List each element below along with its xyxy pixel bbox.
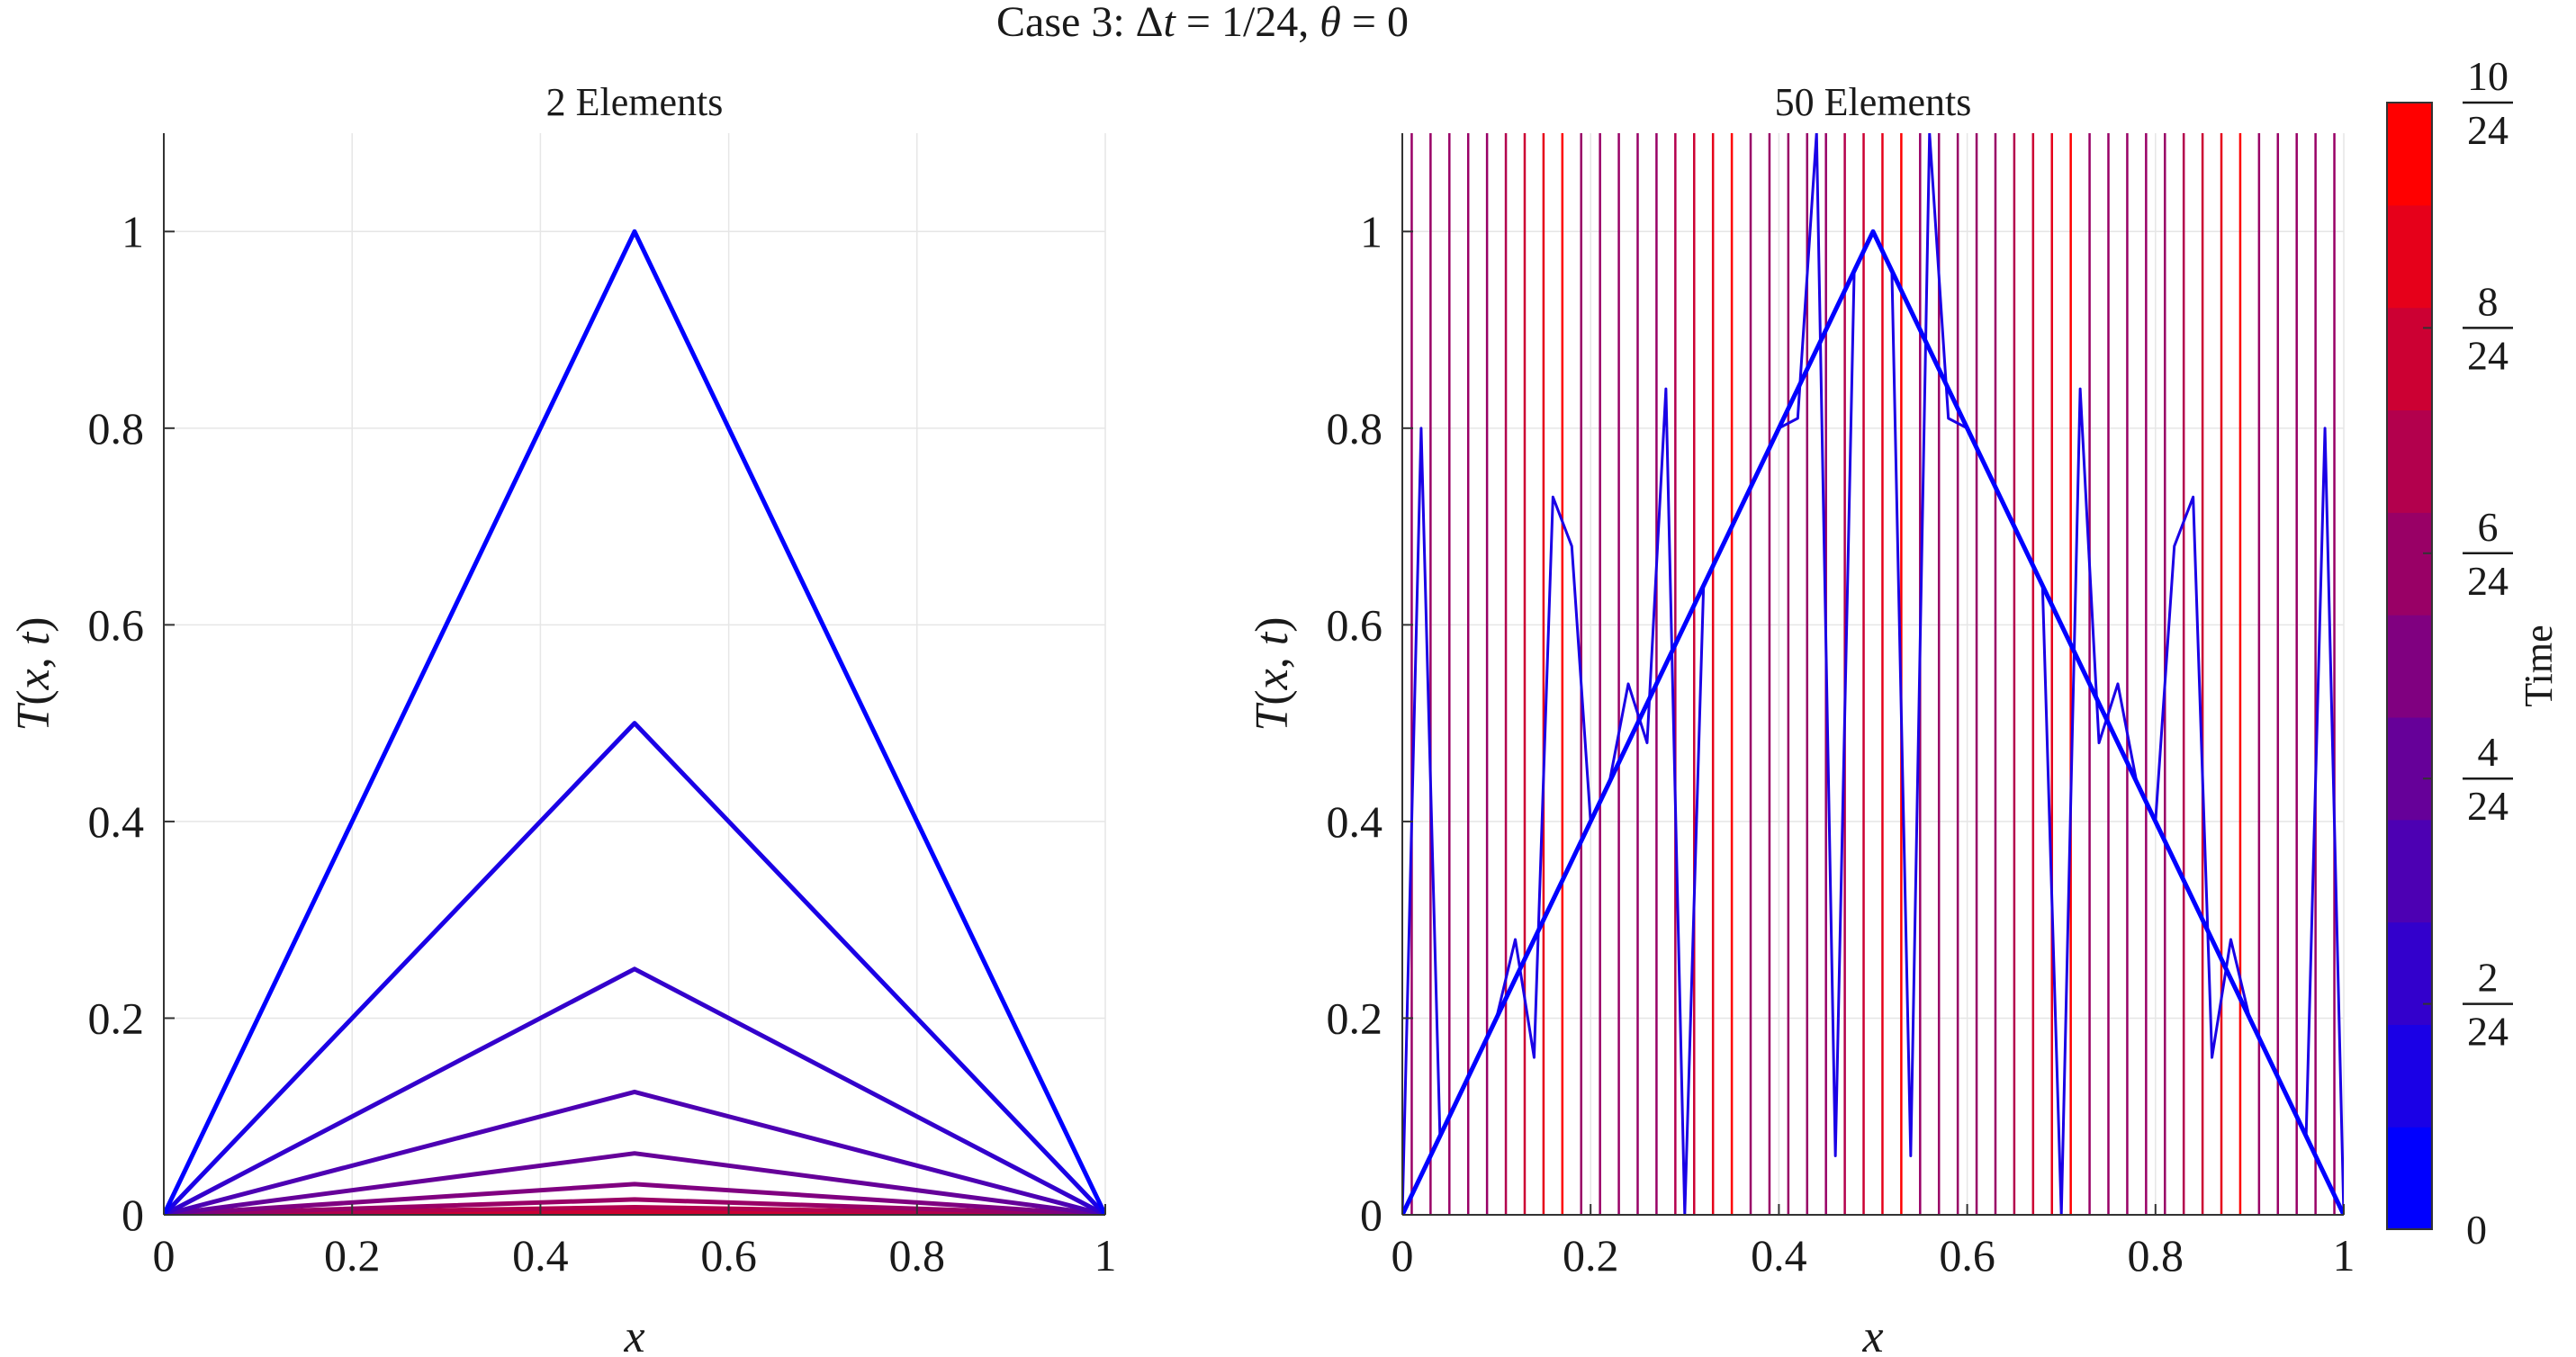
colorbar-band — [2387, 819, 2432, 923]
plot-area — [164, 229, 1105, 1215]
x-tick-label: 0.6 — [700, 1230, 757, 1281]
y-tick-label: 0.2 — [1327, 993, 1383, 1043]
x-tick-label: 1 — [2333, 1230, 2355, 1281]
panel-title: 2 Elements — [546, 80, 724, 124]
colorbar-band — [2387, 103, 2432, 206]
series-line-t0 — [1402, 229, 2344, 1215]
colorbar-tick-denominator: 24 — [2467, 332, 2508, 378]
colorbar-tick-numerator: 8 — [2478, 278, 2499, 324]
series-line-t5 — [164, 1182, 1105, 1215]
colorbar-band — [2387, 615, 2432, 718]
colorbar-tick-numerator: 4 — [2478, 729, 2499, 775]
series-line-t2 — [164, 966, 1105, 1215]
x-tick-label: 0 — [153, 1230, 176, 1281]
series-line-t4 — [164, 1151, 1105, 1215]
x-tick-label: 0.8 — [2128, 1230, 2184, 1281]
y-tick-label: 0.4 — [88, 796, 145, 847]
colorbar-band — [2387, 921, 2432, 1025]
series-line-t6 — [164, 1197, 1105, 1215]
colorbar-tick-denominator: 24 — [2467, 558, 2508, 604]
colorbar-band — [2387, 1024, 2432, 1128]
y-tick-label: 0.6 — [1327, 599, 1383, 650]
figure-title: Case 3: Δt = 1/24, θ = 0 — [996, 0, 1409, 46]
x-tick-label: 0.8 — [889, 1230, 946, 1281]
x-tick-label: 0.4 — [1751, 1230, 1807, 1281]
colorbar-band — [2387, 307, 2432, 411]
y-tick-label: 0.6 — [88, 599, 145, 650]
colorbar-tick-denominator: 24 — [2467, 783, 2508, 829]
y-axis-label: T(x, t) — [8, 616, 59, 731]
y-tick-label: 0 — [1360, 1190, 1383, 1240]
x-tick-label: 0.6 — [1939, 1230, 1995, 1281]
colorbar-tick-numerator: 10 — [2467, 53, 2508, 99]
colorbar-tick-numerator: 6 — [2478, 504, 2499, 550]
colorbar-band — [2387, 409, 2432, 513]
series-line-t3 — [164, 1089, 1105, 1215]
x-axis-label: x — [623, 1311, 644, 1357]
x-tick-label: 0.2 — [1563, 1230, 1619, 1281]
y-tick-label: 0.8 — [88, 403, 145, 454]
plot-area — [1402, 133, 2344, 1215]
x-axis-label: x — [1861, 1311, 1883, 1357]
y-tick-label: 0.2 — [88, 993, 145, 1043]
colorbar-frame — [2386, 102, 2433, 1230]
series-line-t0 — [164, 229, 1105, 1215]
series-line-t1 — [164, 721, 1105, 1215]
colorbar-tick-denominator: 24 — [2467, 107, 2508, 153]
x-tick-label: 1 — [1094, 1230, 1117, 1281]
colorbar-tick-numerator: 2 — [2478, 955, 2499, 1001]
panel-2-elements: 0 0.2 0.4 0.6 0.8 1 0 0.2 0.4 0.6 0.8 1 2 Elements x T… — [8, 80, 1117, 1357]
x-tick-label: 0.2 — [324, 1230, 381, 1281]
y-tick-label: 0 — [122, 1190, 144, 1240]
colorbar-tick-denominator: 24 — [2467, 1009, 2508, 1055]
colorbar-band — [2387, 204, 2432, 309]
colorbar-tick-label: 0 — [2466, 1207, 2487, 1253]
x-tick-label: 0.4 — [512, 1230, 569, 1281]
panel-title: 50 Elements — [1775, 80, 1972, 124]
colorbar-label: Time — [2517, 625, 2561, 706]
y-tick-label: 1 — [1360, 206, 1383, 256]
y-axis-label: T(x, t) — [1247, 616, 1298, 731]
panel-50-elements: 0 0.2 0.4 0.6 0.8 1 0 0.2 0.4 0.6 0.8 1 50 Elements x… — [1247, 80, 2355, 1357]
y-tick-label: 0.4 — [1327, 796, 1383, 847]
y-tick-label: 1 — [122, 206, 144, 256]
y-tick-label: 0.8 — [1327, 403, 1383, 454]
colorbar-band — [2387, 1127, 2432, 1230]
x-tick-label: 0 — [1392, 1230, 1414, 1281]
series-line-t7 — [164, 1204, 1105, 1215]
colorbar-band — [2387, 716, 2432, 821]
colorbar-band — [2387, 512, 2432, 616]
